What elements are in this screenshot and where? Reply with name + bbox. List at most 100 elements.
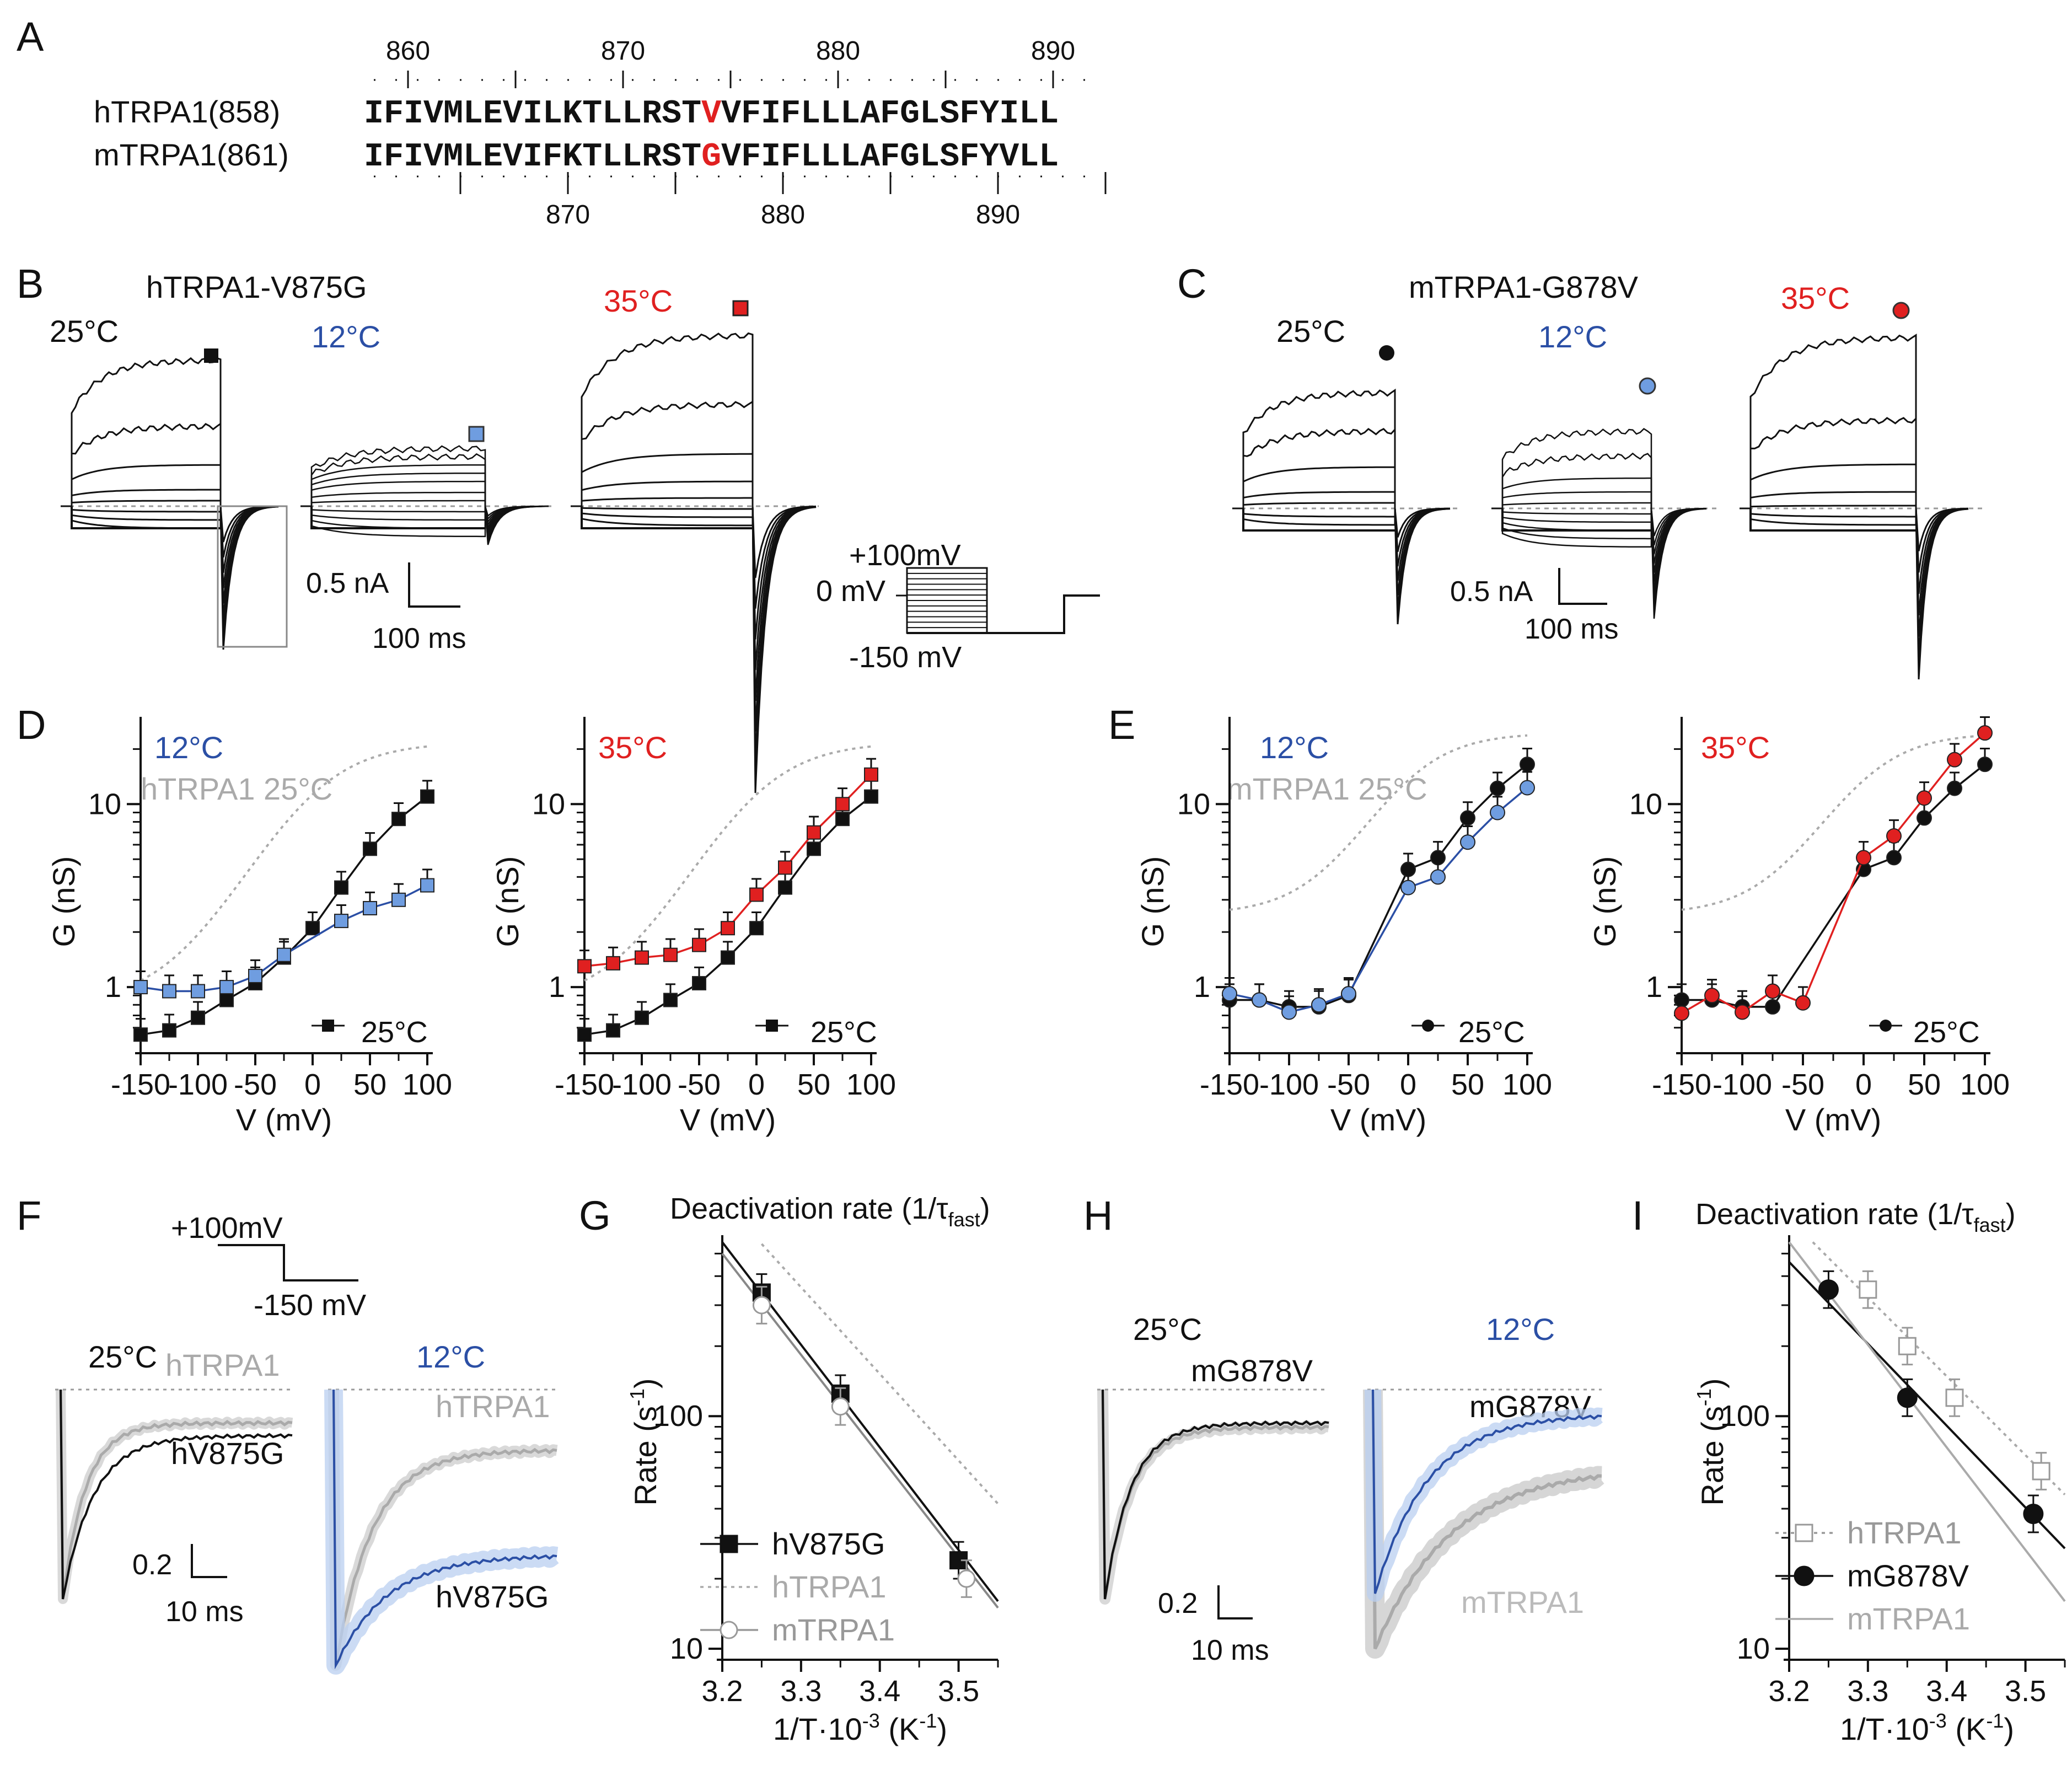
x-axis-label-part: 1/T·10 xyxy=(773,1712,862,1746)
series-fit-line xyxy=(1681,732,1986,1015)
data-point xyxy=(219,993,234,1007)
temp-label-25: 25°C xyxy=(1276,314,1345,348)
panel-letter-e: E xyxy=(1108,702,1135,748)
y-tick-label: 10 xyxy=(1737,1632,1770,1665)
x-axis-label: V (mV) xyxy=(680,1102,776,1137)
data-point xyxy=(1400,880,1416,895)
sequence-segment: VFIFLLLAFGLSFYILL xyxy=(721,95,1059,133)
x-tick-label: 50 xyxy=(1908,1068,1941,1101)
legend-label: hTRPA1 xyxy=(1847,1515,1961,1550)
y-axis-label-part: Rate (s xyxy=(628,1406,663,1506)
temp-label-25: 25°C xyxy=(50,314,119,348)
data-point xyxy=(1674,1005,1689,1021)
data-point xyxy=(635,950,649,965)
data-point xyxy=(749,887,764,902)
data-point xyxy=(1735,1004,1750,1020)
data-point xyxy=(1490,805,1505,821)
rate-title-main: Deactivation rate (1/τ xyxy=(670,1192,948,1225)
tail-currents-panel-f: +100mV -150 mV 25°C hTRPA1 hV875G 12°C h… xyxy=(55,1211,563,1675)
data-point xyxy=(635,1010,649,1025)
x-tick-label: -150 xyxy=(1652,1068,1711,1101)
current-trace xyxy=(61,505,279,573)
data-point xyxy=(305,921,320,936)
x-tick-label: -100 xyxy=(1259,1068,1319,1101)
rate-title-end: ) xyxy=(2006,1198,2016,1231)
data-point xyxy=(692,937,706,952)
current-trace xyxy=(1491,428,1707,619)
x-tick-label: 0 xyxy=(748,1068,765,1101)
inward-current-trace xyxy=(71,506,221,529)
x-tick-label: -100 xyxy=(1713,1068,1772,1101)
x-tick-label: -50 xyxy=(1781,1068,1824,1101)
sequence-segment: VFIFLLLAFGLSFYVLL xyxy=(721,138,1059,176)
y-tick-label: 10 xyxy=(88,787,121,821)
x-tick-label: 100 xyxy=(402,1068,452,1101)
inward-current-trace xyxy=(310,506,485,529)
data-point xyxy=(1917,810,1932,826)
y-axis-label: Rate (s-1) xyxy=(626,1378,663,1505)
marker-square-35 xyxy=(732,300,749,317)
data-point xyxy=(1897,1387,1918,1408)
x-axis-label-part: -3 xyxy=(1929,1709,1947,1732)
x-axis-label-part: -1 xyxy=(1986,1709,2004,1732)
panel-c-title: mTRPA1-G878V xyxy=(1409,270,1639,304)
rate-title-main: Deactivation rate (1/τ xyxy=(1695,1198,1974,1231)
legend-marker xyxy=(1794,1565,1815,1586)
data-point xyxy=(391,812,406,827)
alignment-row-label: mTRPA1(861) xyxy=(94,137,289,172)
marker-square-25 xyxy=(204,348,218,363)
data-point xyxy=(162,1023,176,1038)
current-trace xyxy=(300,472,549,537)
data-point xyxy=(1281,1004,1297,1020)
current-trace xyxy=(300,500,549,530)
current-trace xyxy=(1740,416,1969,658)
zoom-box xyxy=(217,505,288,648)
y-axis-label-part: Rate (s xyxy=(1695,1406,1730,1506)
current-trace xyxy=(571,497,817,671)
temp-label-35: 35°C xyxy=(604,283,673,318)
data-point xyxy=(1947,780,1962,796)
x-tick-label: 50 xyxy=(353,1068,387,1101)
protocol-bottom-label: -150 mV xyxy=(254,1289,366,1322)
data-point xyxy=(162,984,176,999)
legend-marker xyxy=(1422,1020,1434,1032)
data-point xyxy=(1520,757,1535,773)
panel-letter-f: F xyxy=(17,1193,41,1238)
rate-title-sub: fast xyxy=(948,1208,980,1231)
data-point xyxy=(778,880,792,895)
current-trace xyxy=(1740,491,1969,615)
temp-label-12: 12°C xyxy=(1486,1312,1555,1347)
data-point xyxy=(1977,757,1993,773)
tail-trace xyxy=(1371,1389,1602,1650)
legend-label: mG878V xyxy=(1847,1558,1969,1593)
data-point xyxy=(692,976,706,991)
data-point xyxy=(1460,834,1475,850)
data-point xyxy=(663,993,678,1007)
rate-title: Deactivation rate (1/τfast) xyxy=(1695,1198,2016,1236)
x-axis-label-part: -3 xyxy=(862,1709,880,1732)
alignment-sequence: IFIVMLEVIFKTLLRSTGVFIFLLLAFGLSFYVLL xyxy=(364,138,1059,176)
y-tick-label: 1 xyxy=(549,970,565,1004)
data-point xyxy=(191,1010,205,1025)
current-trace xyxy=(1232,491,1451,581)
x-axis-label: V (mV) xyxy=(236,1102,332,1137)
temp-label-12: 12°C xyxy=(1538,319,1607,354)
current-trace xyxy=(1232,466,1451,596)
data-point xyxy=(1490,780,1505,796)
trace-label-reference: hTRPA1 xyxy=(165,1348,280,1382)
scale-current-label: 0.5 nA xyxy=(1450,576,1533,608)
data-point xyxy=(577,959,592,974)
gv-temp-label: 12°C xyxy=(1260,730,1329,765)
protocol-top-label: +100mV xyxy=(849,539,961,572)
temp-label-12: 12°C xyxy=(312,319,380,354)
regression-line xyxy=(1788,1241,2066,1602)
current-trace xyxy=(1740,334,1969,680)
y-tick-label: 100 xyxy=(653,1399,703,1433)
legend-label: hTRPA1 xyxy=(772,1569,886,1604)
data-point xyxy=(577,1027,592,1042)
data-point xyxy=(1945,1388,1964,1407)
legend-marker xyxy=(720,1535,738,1553)
tail-trace xyxy=(1101,1389,1329,1600)
data-point xyxy=(1818,1279,1839,1300)
data-point xyxy=(721,921,735,936)
